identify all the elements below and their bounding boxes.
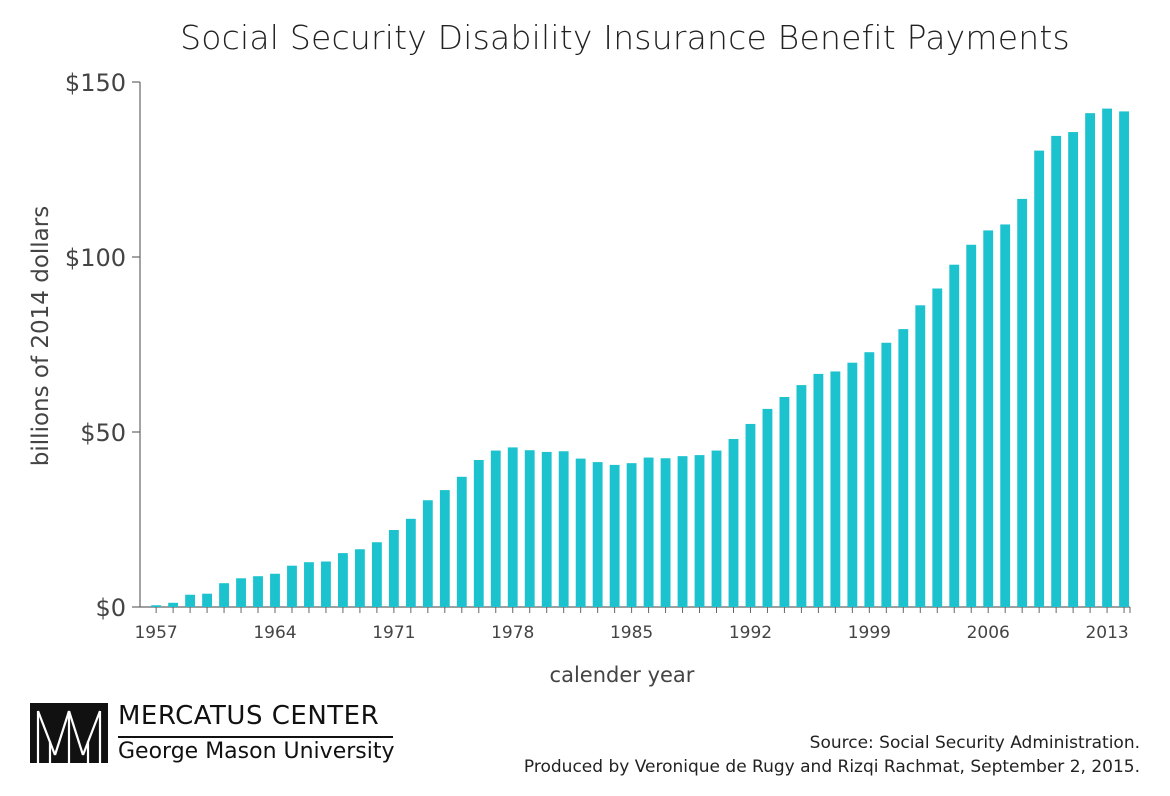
x-tick-label: 1999 (848, 623, 891, 643)
bar (287, 565, 297, 607)
bar (575, 458, 586, 607)
x-tick-label: 1985 (610, 623, 653, 643)
bar (1017, 198, 1028, 607)
x-tick-label: 1964 (253, 623, 296, 643)
bar (151, 605, 162, 607)
bar (983, 230, 994, 607)
bar (507, 447, 518, 607)
y-tick-label: $0 (95, 594, 126, 622)
bar (558, 451, 569, 607)
bar (1051, 135, 1062, 607)
x-tick-label: 1978 (491, 623, 534, 643)
x-tick-label: 1957 (134, 623, 177, 643)
bar (405, 518, 416, 607)
bar (541, 451, 552, 607)
bar (270, 573, 280, 607)
bar (745, 423, 756, 607)
bar (592, 462, 603, 607)
bar (1000, 224, 1011, 607)
x-axis-label: calender year (550, 663, 695, 687)
bar (694, 455, 705, 607)
bar (711, 450, 722, 607)
bar (321, 561, 331, 607)
bar (490, 450, 501, 607)
bar (813, 373, 824, 607)
bar (1068, 132, 1079, 608)
bar (898, 329, 909, 607)
logo-subtitle: George Mason University (118, 739, 395, 764)
bar (1034, 150, 1045, 607)
bar (779, 397, 790, 607)
bar (524, 450, 535, 607)
bar (915, 305, 926, 607)
source-line: Source: Social Security Administration. (809, 733, 1140, 753)
bar (677, 456, 688, 607)
bar (304, 562, 314, 607)
bar (643, 457, 654, 607)
bar (966, 244, 977, 607)
bar (762, 408, 773, 607)
x-tick-label: 1992 (729, 623, 772, 643)
bar (728, 439, 739, 607)
logo-divider (118, 736, 393, 738)
chart-title: Social Security Disability Insurance Ben… (180, 18, 1070, 57)
bar (219, 583, 229, 607)
y-axis-label: billions of 2014 dollars (28, 206, 54, 466)
bar (371, 542, 382, 607)
x-axis: 1957 1964 1971 1978 1985 1992 1999 2006 2013 (134, 606, 1131, 643)
y-axis: $0 $50 $100 $150 (65, 69, 141, 622)
bar (830, 371, 841, 607)
y-tick-label: $50 (80, 419, 126, 447)
bar (864, 352, 875, 607)
bar (1102, 108, 1112, 607)
bar (202, 593, 212, 607)
bar (660, 458, 671, 607)
logo-name: MERCATUS CENTER (118, 701, 380, 731)
bar (388, 530, 399, 607)
bar (847, 362, 858, 607)
bar (439, 490, 450, 607)
bar (236, 578, 246, 607)
bar (185, 594, 196, 607)
x-tick-label: 2006 (967, 623, 1010, 643)
bars (151, 108, 1129, 608)
bar (354, 549, 365, 607)
bar (338, 553, 348, 607)
bar (609, 464, 620, 607)
bar (168, 602, 179, 607)
bar (796, 385, 807, 607)
bar (932, 288, 943, 607)
y-tick-label: $150 (65, 69, 126, 97)
bar (626, 463, 637, 607)
bar (1119, 111, 1129, 608)
bar (253, 576, 263, 607)
bar (881, 342, 892, 607)
bar (949, 264, 960, 607)
x-tick-label: 1971 (372, 623, 415, 643)
bar (1085, 113, 1096, 608)
mercatus-logo-mark-icon (30, 703, 108, 763)
source-note: Source: Social Security Administration. … (524, 731, 1140, 779)
bar (456, 476, 467, 607)
y-tick-label: $100 (65, 244, 126, 272)
bar (422, 500, 433, 607)
x-tick-label: 2013 (1085, 623, 1128, 643)
bar (473, 460, 484, 607)
credit-line: Produced by Veronique de Rugy and Rizqi … (523, 757, 1140, 777)
